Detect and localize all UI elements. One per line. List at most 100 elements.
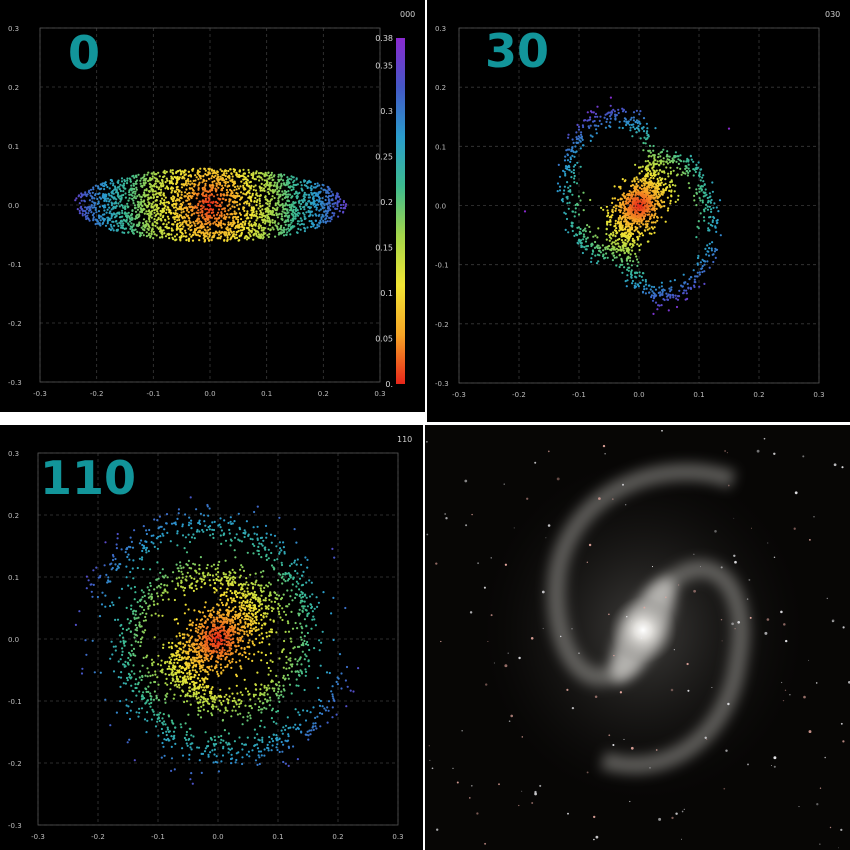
scatter-point	[190, 235, 193, 238]
scatter-point	[336, 203, 339, 206]
scatter-point	[290, 189, 293, 192]
scatter-point	[195, 643, 198, 646]
y-tick-label: 0.1	[8, 143, 19, 151]
scatter-point	[558, 175, 562, 178]
scatter-point	[240, 232, 243, 236]
scatter-point	[571, 154, 574, 157]
scatter-point	[664, 182, 667, 185]
scatter-point	[235, 648, 238, 652]
scatter-point	[317, 200, 320, 203]
scatter-point	[192, 221, 195, 224]
scatter-point	[584, 227, 587, 230]
scatter-point	[85, 208, 88, 211]
scatter-point	[637, 191, 640, 194]
scatter-point	[156, 195, 159, 198]
scatter-point	[172, 195, 175, 198]
scatter-point	[159, 188, 163, 191]
scatter-point	[226, 630, 229, 633]
y-tick-label: 0.3	[8, 450, 19, 458]
scatter-point	[203, 167, 206, 170]
scatter-point	[99, 219, 102, 222]
scatter-point	[263, 214, 266, 217]
scatter-point	[668, 189, 671, 192]
scatter-point	[172, 187, 175, 190]
scatter-point	[713, 216, 716, 220]
scatter-point	[108, 227, 111, 230]
scatter-point	[98, 192, 101, 195]
scatter-point	[634, 282, 637, 285]
scatter-point	[613, 197, 617, 200]
scatter-point	[629, 242, 632, 245]
scatter-point	[139, 179, 142, 182]
scatter-point	[263, 189, 266, 192]
scatter-point	[611, 201, 614, 204]
scatter-point	[633, 127, 637, 131]
scatter-point	[672, 159, 675, 162]
scatter-point	[83, 199, 86, 202]
scatter-point	[196, 222, 199, 225]
scatter-point	[586, 224, 589, 227]
scatter-point	[195, 176, 198, 179]
scatter-point	[636, 222, 639, 225]
scatter-point	[671, 161, 675, 164]
scatter-point	[268, 224, 271, 227]
scatter-point	[237, 641, 240, 644]
scatter-point	[134, 190, 137, 193]
scatter-point	[239, 185, 242, 188]
scatter-point	[285, 605, 288, 608]
scatter-point	[223, 174, 226, 177]
scatter-point	[236, 185, 239, 188]
scatter-point	[118, 188, 121, 191]
scatter-point	[173, 203, 176, 206]
scatter-point	[636, 235, 639, 239]
scatter-point	[120, 198, 123, 201]
scatter-point	[630, 270, 633, 274]
scatter-point	[209, 643, 212, 646]
x-tick-label: -0.3	[31, 833, 45, 841]
scatter-point	[104, 197, 107, 200]
scatter-point	[634, 205, 637, 208]
scatter-point	[641, 184, 644, 187]
scatter-point	[568, 148, 571, 151]
scatter-point	[705, 253, 708, 256]
scatter-point	[711, 181, 714, 184]
scatter-point	[305, 193, 308, 196]
scatter-point	[582, 125, 585, 129]
scatter-point	[263, 184, 266, 187]
scatter-point	[227, 169, 230, 173]
scatter-point	[253, 228, 256, 231]
scatter-point	[611, 245, 614, 248]
scatter-point	[337, 215, 340, 218]
scatter-point	[688, 186, 691, 189]
scatter-point	[172, 199, 175, 202]
scatter-point	[231, 638, 234, 641]
scatter-point	[329, 204, 332, 208]
scatter-point	[622, 228, 625, 231]
scatter-point	[154, 199, 157, 202]
scatter-point	[698, 190, 701, 193]
scatter-point	[638, 219, 641, 222]
scatter-point	[248, 202, 251, 205]
scatter-point	[160, 178, 164, 182]
scatter-point	[654, 301, 658, 304]
scatter-point	[643, 189, 646, 192]
scatter-point	[622, 212, 625, 215]
scatter-point	[208, 228, 212, 231]
scatter-point	[163, 201, 166, 204]
scatter-point	[646, 130, 649, 133]
scatter-point	[117, 179, 120, 182]
scatter-point	[629, 118, 632, 121]
scatter-point	[581, 124, 584, 127]
scatter-point	[630, 224, 634, 227]
scatter-point	[143, 212, 146, 215]
scatter-point	[233, 189, 236, 192]
scatter-point	[128, 191, 131, 194]
scatter-point	[216, 170, 219, 173]
scatter-point	[188, 187, 191, 190]
scatter-point	[92, 186, 95, 189]
scatter-point	[219, 194, 222, 197]
scatter-point	[686, 282, 689, 286]
scatter-point	[635, 126, 638, 129]
scatter-point	[223, 216, 226, 219]
scatter-point	[226, 212, 229, 216]
